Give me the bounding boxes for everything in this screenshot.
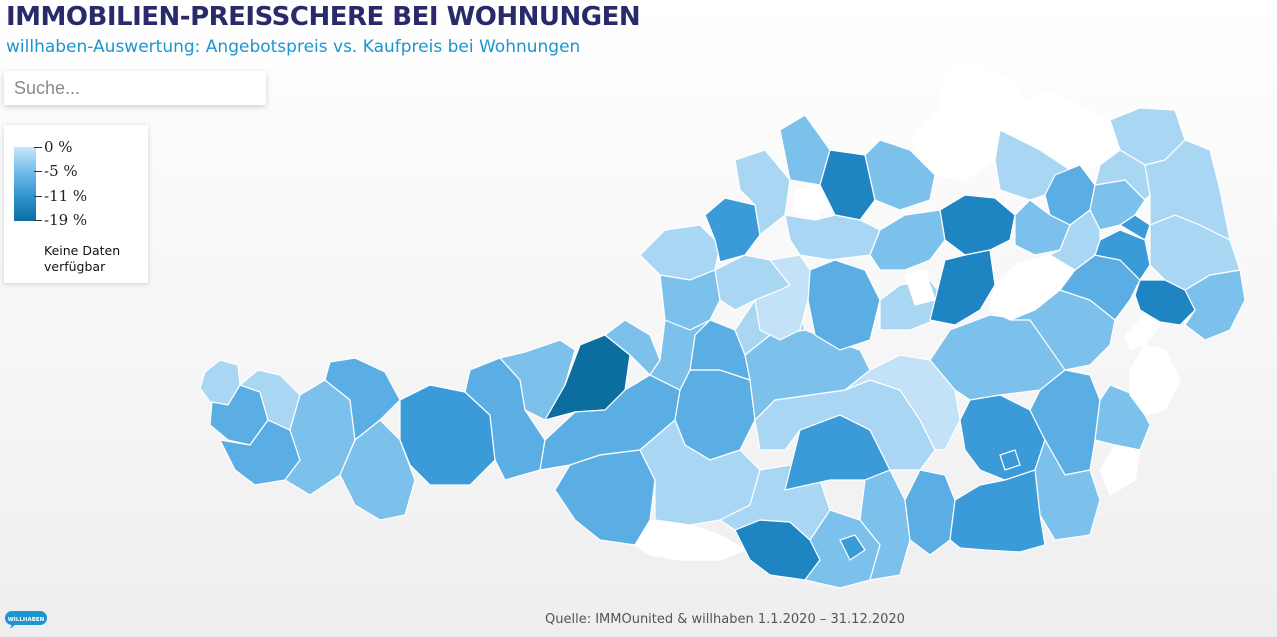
legend-tick [34,171,42,172]
map-region[interactable] [1094,229,1151,281]
map-region[interactable] [1129,344,1181,416]
map-region[interactable] [844,354,961,451]
map-region[interactable] [659,269,721,331]
map-region[interactable] [939,194,1016,256]
map-region[interactable] [1048,209,1101,271]
map-region[interactable] [1034,438,1101,541]
map-region[interactable] [929,249,996,326]
map-region[interactable] [784,214,881,261]
map-region[interactable] [754,254,811,341]
map-region[interactable] [807,259,881,351]
map-region[interactable] [864,139,936,211]
map-region[interactable] [1099,444,1141,496]
map-region[interactable] [904,269,936,306]
legend-label-0: 0 % [44,138,73,156]
page-subtitle: willhaben-Auswertung: Angebotspreis vs. … [6,37,581,57]
map-region[interactable] [999,449,1021,471]
legend-color-scale [14,147,36,221]
map-region[interactable] [904,469,956,556]
map-region[interactable] [704,197,761,263]
legend-label-3: -19 % [44,211,88,229]
legend-tick [34,147,42,148]
map-region[interactable] [949,469,1046,553]
map-region[interactable] [1124,314,1161,351]
map-region[interactable] [734,149,791,237]
source-note: Quelle: IMMOunited & willhaben 1.1.2020 … [545,612,905,627]
legend-tick [34,220,42,221]
map-region[interactable] [794,184,831,221]
map-region[interactable] [1009,289,1116,371]
austria-district-map [199,61,1246,589]
map-region[interactable] [399,384,496,486]
map-region[interactable] [1144,139,1231,242]
legend: 0 % -5 % -11 % -19 % Keine Daten verfügb… [4,125,148,283]
map-region[interactable] [554,449,656,546]
willhaben-logo: WILLHABEN [5,611,47,629]
map-region[interactable] [869,209,946,271]
logo-text: WILLHABEN [8,617,45,623]
map-region[interactable] [839,534,866,561]
map-region[interactable] [339,419,416,521]
page-title: IMMOBILIEN-PREISSCHERE BEI WOHNUNGEN [6,2,641,32]
legend-tick [34,196,42,197]
legend-label-1: -5 % [44,162,78,180]
legend-no-data-label: Keine Daten verfügbar [44,243,121,274]
search-input[interactable] [4,71,266,105]
map-region[interactable] [639,224,721,281]
legend-label-2: -11 % [44,187,88,205]
